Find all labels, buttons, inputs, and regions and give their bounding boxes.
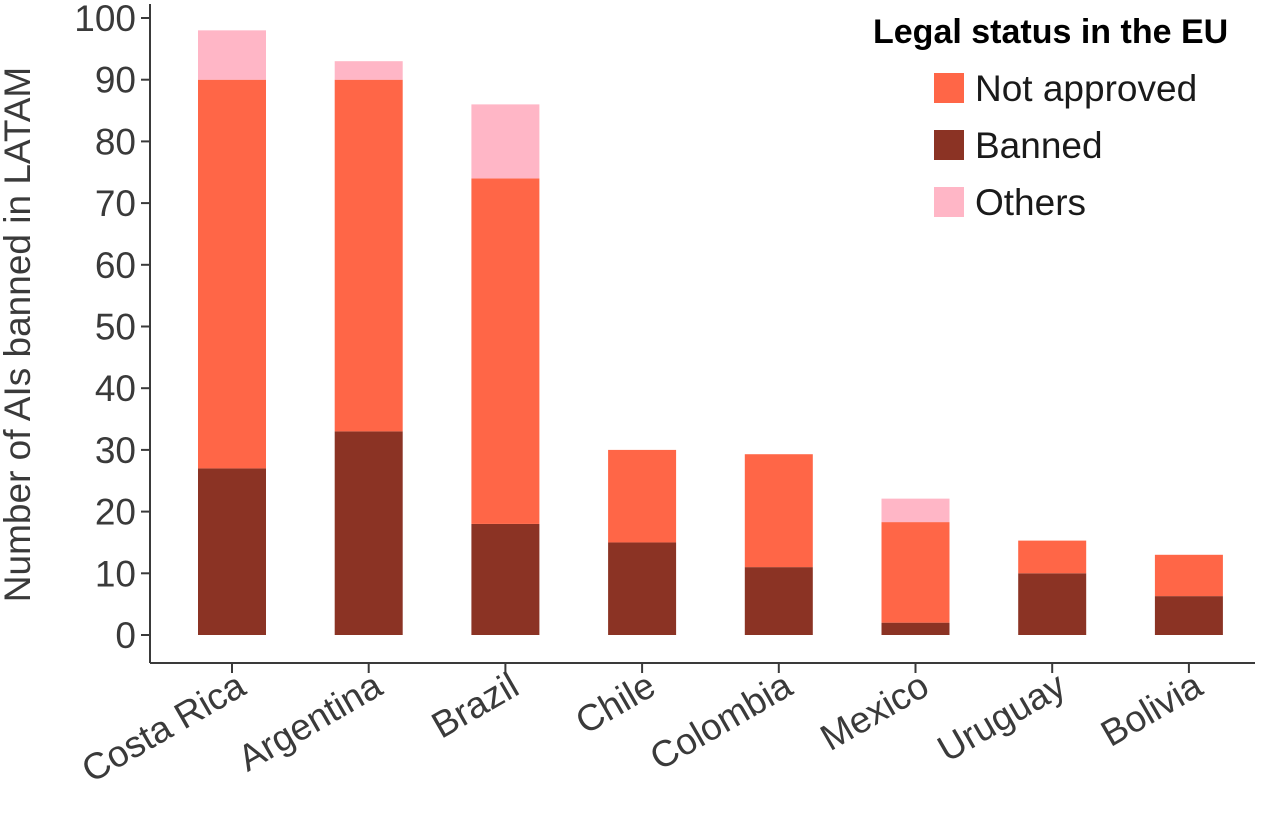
bar-uruguay-banned: [1018, 573, 1087, 635]
bar-argentina-others: [334, 61, 403, 80]
bar-uruguay-not-approved: [1018, 540, 1087, 574]
bar-costa-rica-not-approved: [198, 79, 266, 469]
x-tick-label-bolivia: Bolivia: [1094, 664, 1209, 754]
y-tick-label-80: 80: [95, 121, 136, 162]
bar-mexico-banned: [881, 622, 950, 635]
bar-colombia-not-approved: [744, 454, 813, 568]
legend-label-banned: Banned: [975, 125, 1103, 166]
bar-mexico-others: [881, 498, 950, 523]
y-tick-label-0: 0: [115, 615, 136, 656]
x-tick-label-uruguay: Uruguay: [931, 664, 1073, 770]
y-tick-label-10: 10: [95, 553, 136, 594]
bar-costa-rica-others: [198, 30, 266, 80]
bar-bolivia-not-approved: [1154, 554, 1223, 597]
y-tick-label-40: 40: [95, 368, 136, 409]
y-axis-title: Number of AIs banned in LATAM: [0, 67, 38, 602]
legend-title: Legal status in the EU: [873, 13, 1228, 51]
x-tick-label-mexico: Mexico: [813, 664, 935, 758]
bar-colombia-banned: [744, 567, 813, 635]
y-tick-label-50: 50: [95, 307, 136, 348]
bar-argentina-not-approved: [334, 79, 403, 432]
legend-swatch-others: [934, 187, 964, 217]
bars-layer: [198, 30, 1223, 635]
bar-brazil-others: [471, 104, 540, 179]
legend-swatch-banned: [934, 130, 964, 160]
axes-layer: [149, 4, 1255, 664]
bar-brazil-not-approved: [471, 178, 540, 524]
legend-swatch-not-approved: [934, 73, 964, 103]
x-tick-label-costa-rica: Costa Rica: [75, 664, 253, 790]
y-ticks: 0 10 20 30 40 50 60 70 80 90 100: [74, 0, 150, 656]
legend-label-not-approved: Not approved: [975, 68, 1197, 109]
y-tick-label-70: 70: [95, 183, 136, 224]
y-tick-label-100: 100: [74, 0, 136, 39]
x-tick-label-argentina: Argentina: [231, 664, 389, 779]
x-tick-label-brazil: Brazil: [425, 664, 526, 746]
y-tick-label-60: 60: [95, 245, 136, 286]
bar-brazil-banned: [471, 523, 540, 635]
bar-chile-not-approved: [608, 449, 677, 543]
x-tick-label-chile: Chile: [569, 664, 663, 742]
bar-mexico-not-approved: [881, 522, 950, 623]
x-tick-label-colombia: Colombia: [643, 664, 799, 778]
legend-label-others: Others: [975, 182, 1086, 223]
y-tick-label-90: 90: [95, 60, 136, 101]
bar-chile-banned: [608, 542, 677, 635]
bar-costa-rica-banned: [198, 468, 266, 635]
bar-argentina-banned: [334, 431, 403, 635]
y-tick-label-20: 20: [95, 492, 136, 533]
bar-bolivia-banned: [1154, 596, 1223, 635]
y-tick-label-30: 30: [95, 430, 136, 471]
legend: Legal status in the EU Not approved Banne…: [873, 13, 1228, 223]
